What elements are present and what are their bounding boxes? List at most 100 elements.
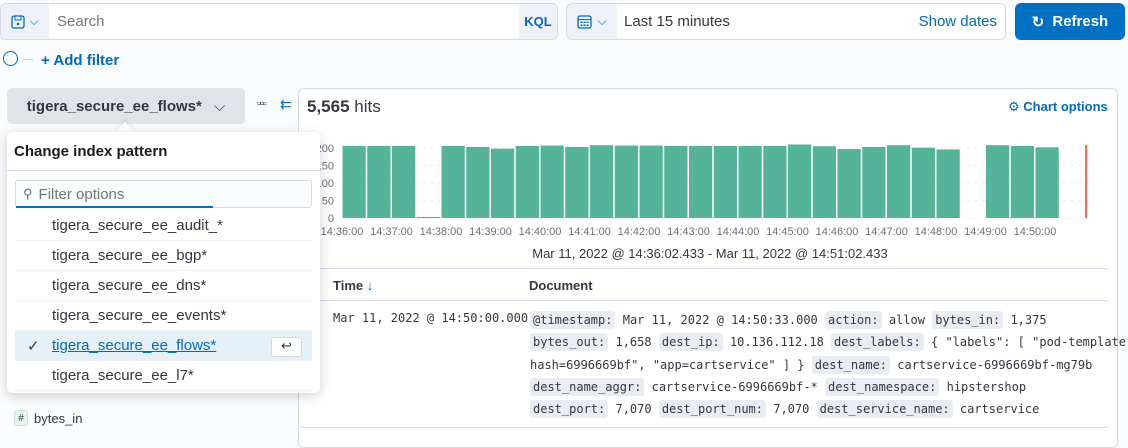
column-header-time[interactable]: Time ↓ [333,278,374,293]
document-line: bytes_out: 1,658 dest_ip: 10.136.112.18 … [530,333,1128,352]
histogram-bar [788,144,812,218]
field-value: cartservice-6996669bf-* [651,379,825,394]
number-type-icon: # [14,410,28,426]
filter-menu-icon[interactable] [3,51,18,66]
histogram-bar [1035,147,1059,218]
x-tick-label: 14:45:00 [766,226,809,238]
histogram-bar [540,145,564,218]
chevron-down-icon: ⌵ [597,14,607,28]
index-option-label: tigera_secure_ee_bgp* [52,247,208,264]
histogram-bar [986,145,1010,218]
index-option[interactable]: tigera_secure_ee_bgp* [15,241,312,271]
histogram-bar [1010,145,1034,218]
field-value: 10.136.112.18 [729,335,832,350]
check-icon: ✓ [27,337,40,355]
filter-options-field[interactable]: ⚲ [15,180,312,208]
histogram-bar [416,216,440,218]
histogram-bar [713,145,737,218]
field-value: cartservice [959,402,1040,417]
kql-language-toggle[interactable]: KQL [519,4,557,39]
index-option[interactable]: tigera_secure_ee_l7* [15,361,312,391]
index-option[interactable]: tigera_secure_ee_dns* [15,271,312,301]
field-value: 7,070 [615,402,659,417]
field-key: bytes_in: [932,311,1004,329]
field-key: dest_service_name: [816,400,953,419]
document-line: dest_port: 7,070 dest_port_num: 7,070 de… [530,400,1040,419]
field-key: action: [825,311,882,329]
histogram-bar [515,145,539,218]
index-option[interactable]: tigera_secure_ee_events* [15,301,312,331]
field-value: allow [888,313,933,327]
field-value: cartservice-6996669bf-mg79b [897,357,1093,372]
column-header-document: Document [529,278,593,293]
x-tick-label: 14:46:00 [816,226,859,238]
x-tick-label: 14:38:00 [420,226,463,238]
histogram-bar [862,146,886,218]
x-tick-label: 14:37:00 [370,226,413,238]
y-tick-label: 50 [322,196,334,208]
histogram-bar [367,145,391,218]
index-pattern-selector[interactable]: tigera_secure_ee_flows* ⌵ [7,88,245,124]
saved-query-button[interactable]: ⌵ [1,4,49,39]
refresh-label: Refresh [1052,13,1109,30]
field-value: hipstershop [946,379,1027,394]
add-filter-button[interactable]: + Add filter [41,52,120,69]
divider [23,59,33,60]
x-tick-label: 14:48:00 [915,226,958,238]
field-value: Mar 11, 2022 @ 14:50:33.000 [622,313,826,327]
field-key: bytes_out: [530,333,609,352]
field-value: hash=6996669bf", "app=cartservice" ] } [530,357,812,372]
filter-options-input[interactable] [32,185,293,203]
refresh-button[interactable]: ↻ Refresh [1015,3,1125,40]
histogram-bar [837,149,861,218]
field-key: dest_namespace: [825,377,940,396]
refresh-icon: ↻ [1031,13,1045,31]
x-tick-label: 14:42:00 [618,226,661,238]
time-range-label: Mar 11, 2022 @ 14:36:02.433 - Mar 11, 20… [532,246,888,261]
show-dates-link[interactable]: Show dates [918,13,997,30]
enter-key-icon: ↩ [271,337,302,357]
row-time: Mar 11, 2022 @ 14:50:00.000 [333,311,529,325]
x-tick-label: 14:49:00 [964,226,1007,238]
save-icon [11,14,26,29]
quick-select-button[interactable]: ⌵ [567,4,617,39]
sort-desc-icon: ↓ [366,278,374,293]
field-key: dest_port_num: [658,400,766,419]
index-option-label: tigera_secure_ee_audit_* [52,217,223,234]
time-range-value[interactable]: Last 15 minutes [624,13,730,30]
index-option-label: tigera_secure_ee_events* [52,307,227,324]
index-option[interactable]: tigera_secure_ee_audit_* [15,211,312,241]
field-key: dest_name_aggr: [530,377,645,396]
document-line: dest_name_aggr: cartservice-6996669bf-* … [530,377,1027,396]
chevron-down-icon: ⌵ [29,14,39,28]
index-option-label: tigera_secure_ee_dns* [52,277,207,294]
histogram-bar [466,146,490,218]
field-key: dest_ip: [658,333,723,352]
histogram-bar [590,145,614,218]
query-bar: ⌵ KQL [0,3,558,40]
histogram-bar [738,145,762,218]
chart-options-button[interactable]: ⚙ Chart options [1008,99,1108,114]
field-name: bytes_in [34,410,83,426]
field-value: 1,658 [615,335,659,350]
field-key: dest_name: [811,355,891,374]
collapse-sidebar-icon[interactable]: ⇇ [280,96,292,112]
more-options-icon[interactable]: ▫▫▫ [257,98,267,110]
document-line: hash=6996669bf", "app=cartservice" ] } d… [530,355,1093,374]
y-tick-label: 100 [316,178,334,190]
gear-icon: ⚙ [1008,99,1020,114]
index-option-label: tigera_secure_ee_flows* [52,337,217,354]
field-value: 7,070 [773,402,817,417]
histogram-bar [441,145,465,218]
index-option[interactable]: ✓ tigera_secure_ee_flows* ↩ [15,331,312,361]
x-tick-label: 14:47:00 [865,226,908,238]
field-item-bytes_in[interactable]: # bytes_in [14,410,82,426]
calendar-icon [577,15,593,29]
histogram-bar [664,145,688,218]
x-tick-label: 14:36:00 [321,226,364,238]
search-input[interactable] [49,4,519,39]
field-key: dest_labels: [831,333,924,352]
field-value: 1,375 [1010,313,1047,327]
histogram-bar [763,145,787,218]
histogram-bar [887,145,911,218]
